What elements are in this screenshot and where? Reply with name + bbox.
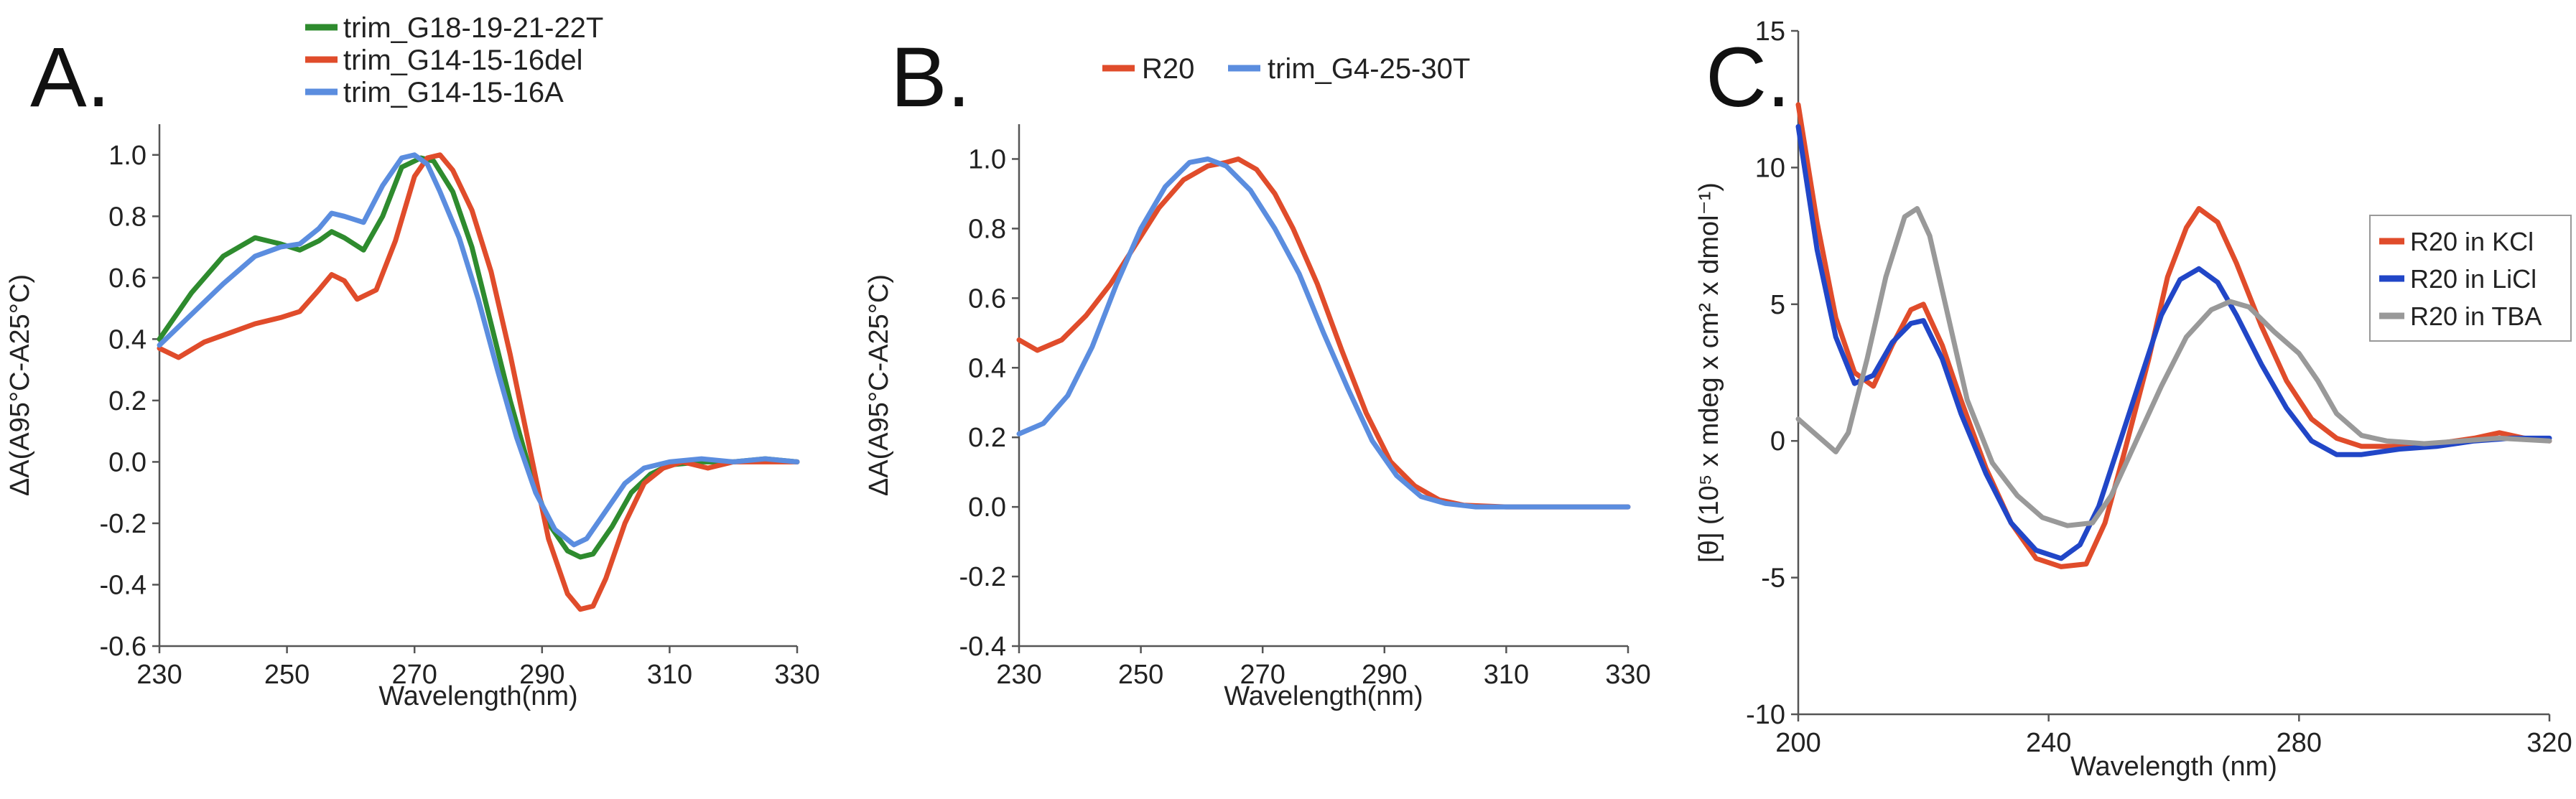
panel-a-letter: A. xyxy=(30,30,111,125)
panel-c-letter: C. xyxy=(1706,30,1790,125)
x-tick-label: 310 xyxy=(1484,660,1529,690)
y-tick-label: -0.4 xyxy=(959,632,1006,662)
y-axis-title: [θ] (10⁵ x mdeg x cm² x dmol⁻¹) xyxy=(1694,182,1724,563)
y-tick-label: 0.2 xyxy=(968,423,1006,453)
series-line-r20-in-tba xyxy=(1795,206,2552,528)
x-tick-label: 230 xyxy=(996,660,1041,690)
y-tick-label: 0.2 xyxy=(108,386,147,416)
y-tick-label: 0.0 xyxy=(968,492,1006,523)
y-tick-label: 0.6 xyxy=(108,263,147,294)
x-tick-label: 280 xyxy=(2277,728,2322,758)
y-tick-label: -0.2 xyxy=(959,562,1006,592)
series-line-trim-g14-15-16a xyxy=(157,152,800,548)
legend-label-a-1: trim_G14-15-16del xyxy=(343,45,583,76)
x-axis-title: Wavelength(nm) xyxy=(1224,681,1423,711)
panel-c-chart: -10 -5 0 5 10 15 200 240 280 320 Wavelength (nm) [θ… xyxy=(1694,17,2572,782)
x-tick-label: 250 xyxy=(264,660,310,690)
x-tick-label: 330 xyxy=(774,660,819,690)
y-tick-label: 5 xyxy=(1770,290,1785,320)
y-tick-label: 0.0 xyxy=(108,447,147,477)
x-tick-label: 290 xyxy=(519,660,564,690)
y-tick-label: -5 xyxy=(1761,564,1785,594)
y-tick-label: 0.8 xyxy=(968,214,1006,244)
series-line-trim-g4-25-30t xyxy=(1016,156,1631,510)
panel-b-letter: B. xyxy=(891,30,971,125)
x-tick-label: 270 xyxy=(391,660,437,690)
x-tick-label: 250 xyxy=(1118,660,1163,690)
x-tick-label: 200 xyxy=(1775,728,1821,758)
y-tick-label: -0.4 xyxy=(100,570,147,600)
y-axis-title: ΔA(A95°C-A25°C) xyxy=(5,274,35,496)
y-tick-label: 0.8 xyxy=(108,202,147,232)
y-tick-label: 1.0 xyxy=(108,141,147,171)
y-tick-label: -0.2 xyxy=(100,509,147,539)
legend-label-a-0: trim_G18-19-21-22T xyxy=(343,12,603,44)
x-tick-label: 290 xyxy=(1362,660,1407,690)
y-tick-label: 10 xyxy=(1755,153,1785,183)
legend-label-c-0: R20 in KCl xyxy=(2410,227,2534,256)
x-tick-label: 310 xyxy=(647,660,692,690)
x-axis-title: Wavelength(nm) xyxy=(378,681,577,711)
y-tick-label: 0.4 xyxy=(968,353,1006,383)
x-tick-label: 230 xyxy=(136,660,182,690)
series-line-r20-in-kcl xyxy=(1795,102,2552,569)
legend-label-a-2: trim_G14-15-16A xyxy=(343,77,564,108)
panel-c-legend: R20 in KCl R20 in LiCl R20 in TBA xyxy=(2369,215,2572,342)
x-axis-title: Wavelength (nm) xyxy=(2070,752,2277,782)
y-tick-label: 0 xyxy=(1770,426,1785,457)
y-axis-title: ΔA(A95°C-A25°C) xyxy=(864,274,894,496)
series-line-trim-g18-19-21-22t xyxy=(157,155,800,560)
legend-label-b-0: R20 xyxy=(1142,53,1194,85)
panel-b-legend: R20 trim_G4-25-30T xyxy=(1102,53,1470,85)
y-tick-label: 0.6 xyxy=(968,284,1006,314)
legend-label-c-2: R20 in TBA xyxy=(2410,302,2542,331)
y-tick-label: 15 xyxy=(1755,17,1785,47)
x-tick-label: 320 xyxy=(2526,728,2572,758)
panel-b-chart: -0.4 -0.2 0.0 0.2 0.4 0.6 0.8 1.0 230 250 270 290 31… xyxy=(864,124,1651,711)
legend-label-c-1: R20 in LiCl xyxy=(2410,264,2537,294)
y-tick-label: -10 xyxy=(1746,700,1785,730)
panel-a-chart: -0.6 -0.4 -0.2 0.0 0.2 0.4 0.6 0.8 1.0 230 250 270 2… xyxy=(5,124,820,711)
y-tick-label: 1.0 xyxy=(968,144,1006,174)
series-line-r20-in-licl xyxy=(1795,123,2552,561)
panel-a-legend: trim_G18-19-21-22T trim_G14-15-16del tri… xyxy=(305,12,603,108)
x-tick-label: 270 xyxy=(1240,660,1285,690)
legend-label-b-1: trim_G4-25-30T xyxy=(1268,53,1470,85)
series-line-trim-g14-15-16del xyxy=(157,152,800,612)
y-tick-label: 0.4 xyxy=(108,324,147,355)
x-tick-label: 240 xyxy=(2026,728,2071,758)
x-tick-label: 330 xyxy=(1605,660,1650,690)
y-tick-label: -0.6 xyxy=(100,632,147,662)
